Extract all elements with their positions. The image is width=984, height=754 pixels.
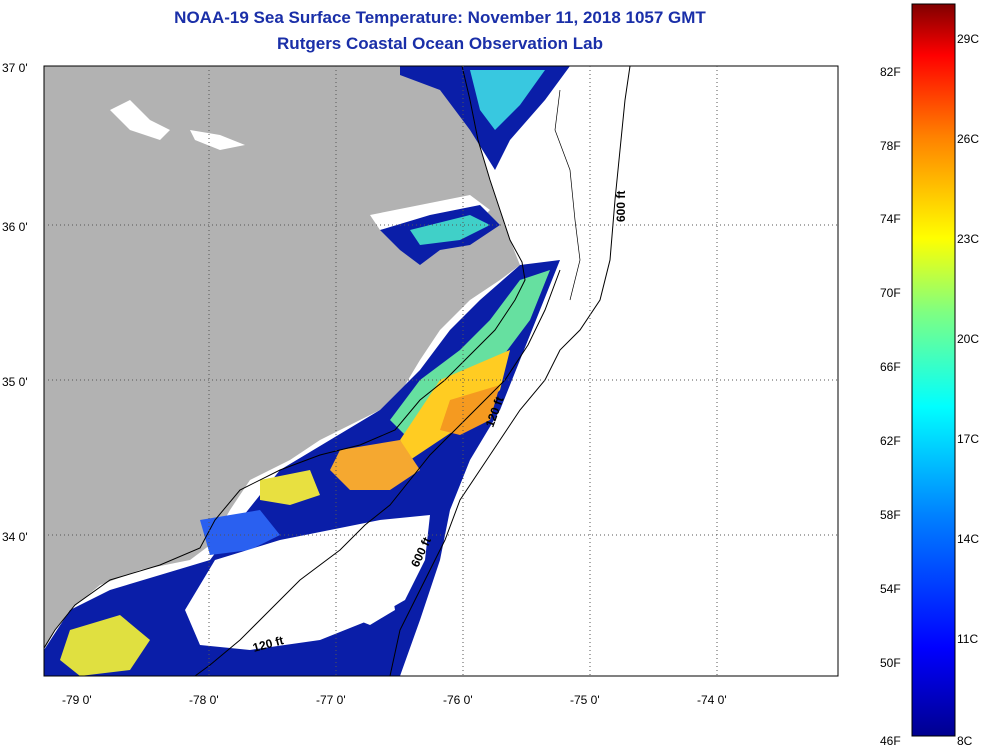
lat-label: 36 0' bbox=[2, 220, 28, 234]
colorbar-label-f: 62F bbox=[880, 434, 901, 448]
sound-water-3 bbox=[190, 130, 245, 150]
no-data-patch-2 bbox=[345, 580, 395, 625]
lon-label: -77 0' bbox=[316, 693, 346, 707]
colorbar-label-c: 8C bbox=[957, 734, 973, 748]
colorbar bbox=[911, 3, 956, 737]
coastline bbox=[44, 66, 526, 649]
sst-swath-main bbox=[44, 260, 560, 676]
colorbar-label-f: 70F bbox=[880, 286, 901, 300]
map-subtitle: Rutgers Coastal Ocean Observation Lab bbox=[277, 34, 603, 53]
contour-120ft bbox=[194, 269, 561, 676]
colorbar-label-f: 46F bbox=[880, 734, 901, 748]
colorbar-label-f: 54F bbox=[880, 582, 901, 596]
colorbar-label-c: 26C bbox=[957, 132, 979, 146]
lon-label: -76 0' bbox=[443, 693, 473, 707]
lon-label: -75 0' bbox=[570, 693, 600, 707]
plot-frame bbox=[43, 65, 839, 677]
map-title: NOAA-19 Sea Surface Temperature: Novembe… bbox=[174, 8, 706, 27]
sst-band-blue bbox=[200, 510, 280, 555]
colorbar-label-c: 14C bbox=[957, 532, 979, 546]
colorbar-label-f: 78F bbox=[880, 139, 901, 153]
sst-band-yellow-2 bbox=[260, 470, 320, 505]
colorbar-label-f: 66F bbox=[880, 360, 901, 374]
lon-label: -79 0' bbox=[62, 693, 92, 707]
graticule bbox=[44, 66, 838, 676]
sst-band-orange-2 bbox=[330, 440, 420, 490]
colorbar-label-c: 17C bbox=[957, 432, 979, 446]
sst-band-cyan bbox=[410, 215, 490, 245]
sst-band-yellow-3 bbox=[60, 615, 150, 676]
contour-600ft bbox=[389, 66, 631, 676]
sound-water-2 bbox=[110, 100, 170, 140]
lat-label: 34 0' bbox=[2, 530, 28, 544]
lat-label: 35 0' bbox=[2, 375, 28, 389]
contour-shelf-detail bbox=[554, 89, 581, 301]
lat-label: 37 0' bbox=[2, 61, 28, 75]
colorbar-label-f: 58F bbox=[880, 508, 901, 522]
colorbar-label-c: 11C bbox=[957, 632, 978, 646]
sst-band-cyan-top bbox=[470, 70, 545, 130]
colorbar-label-f: 50F bbox=[880, 656, 901, 670]
lon-label: -78 0' bbox=[189, 693, 219, 707]
sst-band-orange bbox=[440, 385, 500, 435]
colorbar-label-c: 29C bbox=[957, 32, 979, 46]
contour-label-600-top: 600 ft bbox=[614, 191, 628, 222]
colorbar-label-f: 82F bbox=[880, 65, 901, 79]
colorbar-label-c: 23C bbox=[957, 232, 979, 246]
colorbar-label-f: 74F bbox=[880, 212, 901, 226]
lon-label: -74 0' bbox=[697, 693, 727, 707]
colorbar-label-c: 20C bbox=[957, 332, 979, 346]
